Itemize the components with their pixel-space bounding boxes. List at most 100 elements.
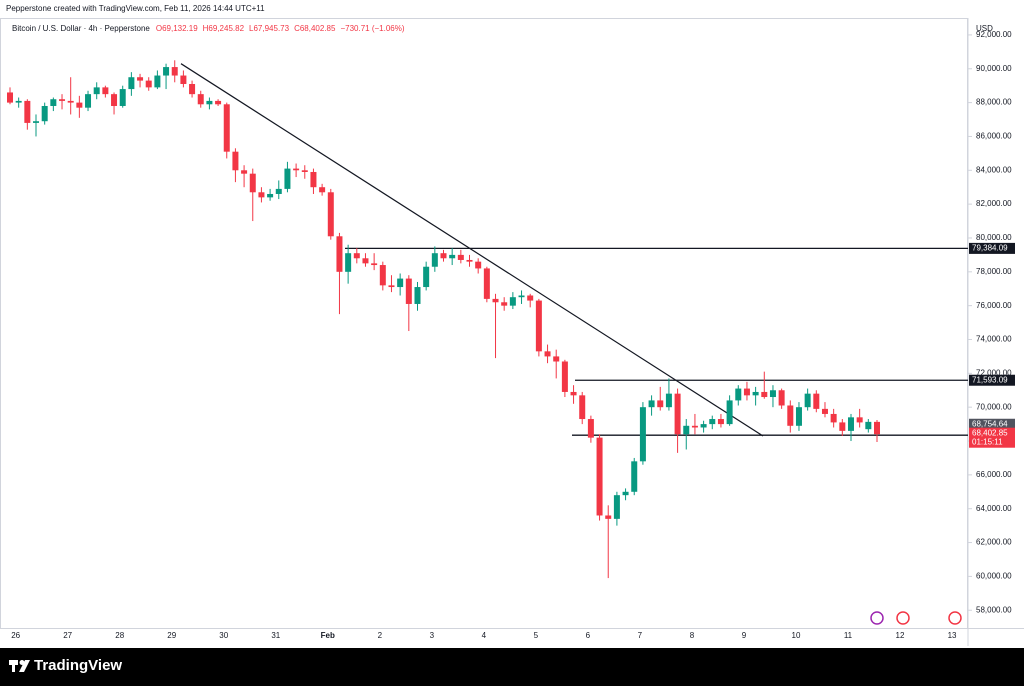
brand-logo	[9, 660, 30, 672]
x-tick-label: 11	[844, 631, 853, 640]
candle-body	[163, 67, 170, 76]
candle-body	[509, 297, 516, 306]
candle-body	[622, 491, 629, 496]
candle-body	[804, 393, 811, 408]
event-icon	[870, 611, 884, 625]
candle-body	[128, 77, 135, 90]
candle-body	[362, 258, 369, 264]
y-tick-label: 88,000.00	[976, 98, 1012, 107]
candle-body	[726, 400, 733, 425]
x-tick-label: 4	[482, 631, 487, 640]
x-tick-label: 28	[115, 631, 124, 640]
currency-label: USD	[976, 24, 993, 33]
candle-body	[544, 351, 551, 357]
footer-bar	[0, 648, 1024, 686]
candle-body	[639, 407, 646, 462]
candle-body	[33, 121, 40, 123]
candle-body	[119, 89, 126, 106]
symbol-label: Bitcoin / U.S. Dollar · 4h · Pepperstone	[12, 24, 150, 33]
candle-body	[648, 400, 655, 408]
candle-body	[379, 265, 386, 286]
y-tick-label: 62,000.00	[976, 538, 1012, 547]
y-tick-label: 82,000.00	[976, 199, 1012, 208]
candle-body	[388, 285, 395, 288]
candle-body	[466, 259, 473, 262]
candle-body	[475, 261, 482, 269]
x-tick-label: 12	[896, 631, 905, 640]
candle-body	[431, 253, 438, 267]
candle-body	[449, 254, 456, 259]
candle-body	[371, 263, 378, 266]
y-tick-label: 58,000.00	[976, 605, 1012, 614]
candle-body	[85, 94, 92, 108]
candle-body	[657, 400, 664, 408]
trendline	[180, 63, 764, 437]
candle-body	[67, 100, 74, 103]
candle-body	[249, 173, 256, 193]
candle-body	[587, 419, 594, 438]
y-tick-label: 76,000.00	[976, 301, 1012, 310]
candle-body	[665, 393, 672, 408]
candle-body	[327, 192, 334, 237]
y-tick-label: 84,000.00	[976, 165, 1012, 174]
candle-body	[813, 393, 820, 409]
candle-body	[15, 100, 22, 103]
candle-body	[111, 94, 118, 106]
candle-body	[839, 422, 846, 431]
candle-body	[743, 388, 750, 396]
candle-body	[405, 278, 412, 304]
candle-body	[241, 170, 248, 174]
candle-body	[700, 424, 707, 428]
legend-value: H69,245.82	[203, 24, 245, 33]
candle-body	[457, 254, 464, 260]
candle-body	[535, 300, 542, 352]
candle-body	[483, 268, 490, 299]
x-tick-label: 9	[742, 631, 747, 640]
candle-body	[293, 168, 300, 171]
x-tick-label: 2	[378, 631, 383, 640]
candle-body	[215, 100, 222, 105]
logo-shape	[19, 660, 30, 672]
candle-body	[787, 405, 794, 426]
candle-body	[674, 393, 681, 435]
candle-body	[41, 105, 48, 122]
legend-value: C68,402.85	[294, 24, 336, 33]
candle-body	[492, 298, 499, 303]
y-tick-label: 66,000.00	[976, 470, 1012, 479]
x-tick-label: 29	[167, 631, 176, 640]
candle-body	[865, 421, 872, 430]
candle-body	[501, 302, 508, 306]
x-tick-label: 3	[430, 631, 435, 640]
x-tick-label: Feb	[321, 631, 335, 640]
price-tag-label: 68,402.85	[972, 428, 1008, 437]
logo-shape	[12, 665, 15, 672]
candle-body	[137, 77, 144, 81]
price-tag-label: 68,754.64	[972, 419, 1008, 428]
candle-body	[397, 278, 404, 288]
y-tick-label: 78,000.00	[976, 267, 1012, 276]
candle-body	[769, 390, 776, 398]
candle-body	[596, 437, 603, 516]
y-tick-label: 90,000.00	[976, 64, 1012, 73]
candle-body	[301, 170, 308, 172]
candle-body	[267, 193, 274, 198]
candle-body	[414, 287, 421, 304]
candle-body	[795, 407, 802, 426]
candle-body	[223, 104, 230, 152]
candle-body	[206, 100, 213, 105]
x-tick-label: 27	[63, 631, 72, 640]
candle-body	[93, 87, 100, 95]
candle-body	[7, 92, 13, 103]
x-tick-label: 8	[690, 631, 695, 640]
candle-body	[691, 425, 698, 428]
candle-body	[345, 253, 352, 272]
y-tick-label: 86,000.00	[976, 132, 1012, 141]
candle-body	[336, 236, 343, 272]
candle-body	[258, 192, 265, 198]
level-tag	[969, 374, 1015, 386]
x-tick-label: 10	[792, 631, 801, 640]
legend-value: L67,945.73	[249, 24, 290, 33]
candle-body	[232, 151, 239, 171]
